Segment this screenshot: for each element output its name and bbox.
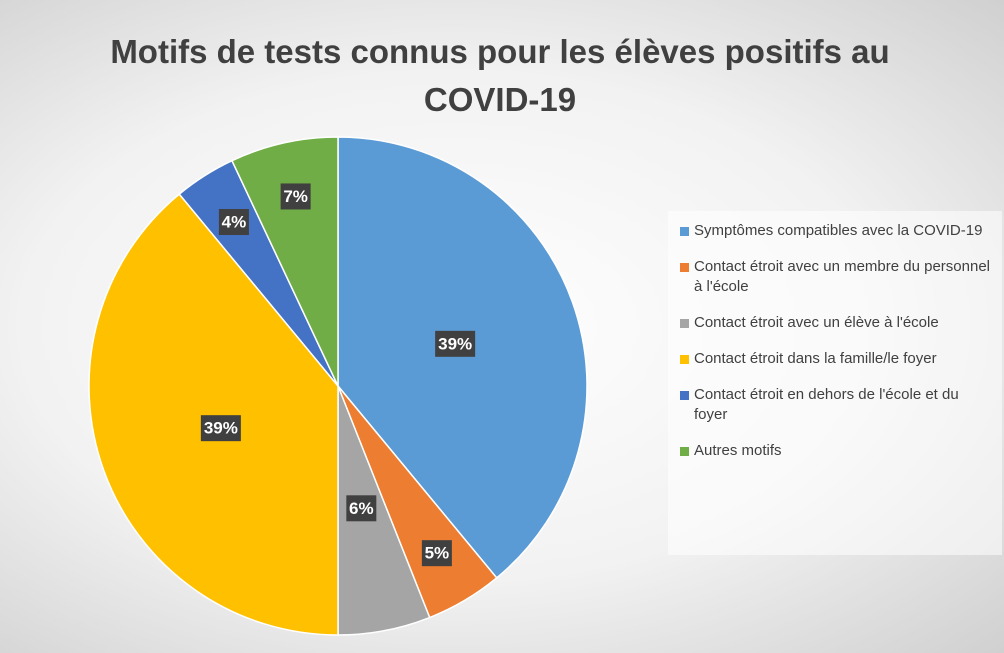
legend-item: Contact étroit avec un élève à l'école bbox=[680, 313, 992, 333]
legend-swatch bbox=[680, 319, 689, 328]
legend-label: Contact étroit avec un membre du personn… bbox=[694, 258, 990, 295]
legend-swatch bbox=[680, 227, 689, 236]
data-label-text: 5% bbox=[425, 544, 450, 563]
pie-slice bbox=[337, 136, 588, 579]
legend-label: Autres motifs bbox=[694, 442, 782, 459]
legend-item: Contact étroit dans la famille/le foyer bbox=[680, 349, 992, 369]
legend-swatch bbox=[680, 263, 689, 272]
data-label-box bbox=[421, 540, 452, 567]
data-label-text: 39% bbox=[438, 334, 472, 353]
data-label-box bbox=[435, 330, 476, 357]
legend-item: Symptômes compatibles avec la COVID-19 bbox=[680, 221, 992, 241]
data-label-box bbox=[200, 415, 241, 442]
data-label-text: 4% bbox=[222, 212, 247, 231]
pie-slice bbox=[88, 193, 339, 636]
legend: Symptômes compatibles avec la COVID-19 Co… bbox=[668, 211, 1002, 555]
data-label: 39% bbox=[200, 415, 241, 442]
legend-label: Symptômes compatibles avec la COVID-19 bbox=[694, 222, 983, 239]
data-label-text: 6% bbox=[349, 499, 374, 518]
legend-label: Contact étroit en dehors de l'école et d… bbox=[694, 386, 959, 423]
legend-label: Contact étroit dans la famille/le foyer bbox=[694, 350, 937, 367]
data-label: 6% bbox=[346, 495, 377, 522]
chart-title: Motifs de tests connus pour les élèves p… bbox=[110, 33, 890, 118]
pie-slice bbox=[230, 136, 339, 387]
legend-item: Contact étroit avec un membre du personn… bbox=[680, 257, 992, 297]
data-label: 7% bbox=[280, 183, 311, 210]
data-label-box bbox=[280, 183, 311, 210]
legend-swatch bbox=[680, 447, 689, 456]
data-label: 4% bbox=[218, 209, 249, 236]
legend-label: Contact étroit avec un élève à l'école bbox=[694, 314, 939, 331]
data-label-text: 7% bbox=[283, 187, 308, 206]
legend-swatch bbox=[680, 355, 689, 364]
data-label: 5% bbox=[421, 540, 452, 567]
data-label: 39% bbox=[435, 330, 476, 357]
data-label-text: 39% bbox=[204, 419, 238, 438]
legend-swatch bbox=[680, 391, 689, 400]
legend-item: Autres motifs bbox=[680, 441, 992, 461]
data-label-box bbox=[346, 495, 377, 522]
data-label-box bbox=[218, 209, 249, 236]
legend-item: Contact étroit en dehors de l'école et d… bbox=[680, 385, 992, 425]
